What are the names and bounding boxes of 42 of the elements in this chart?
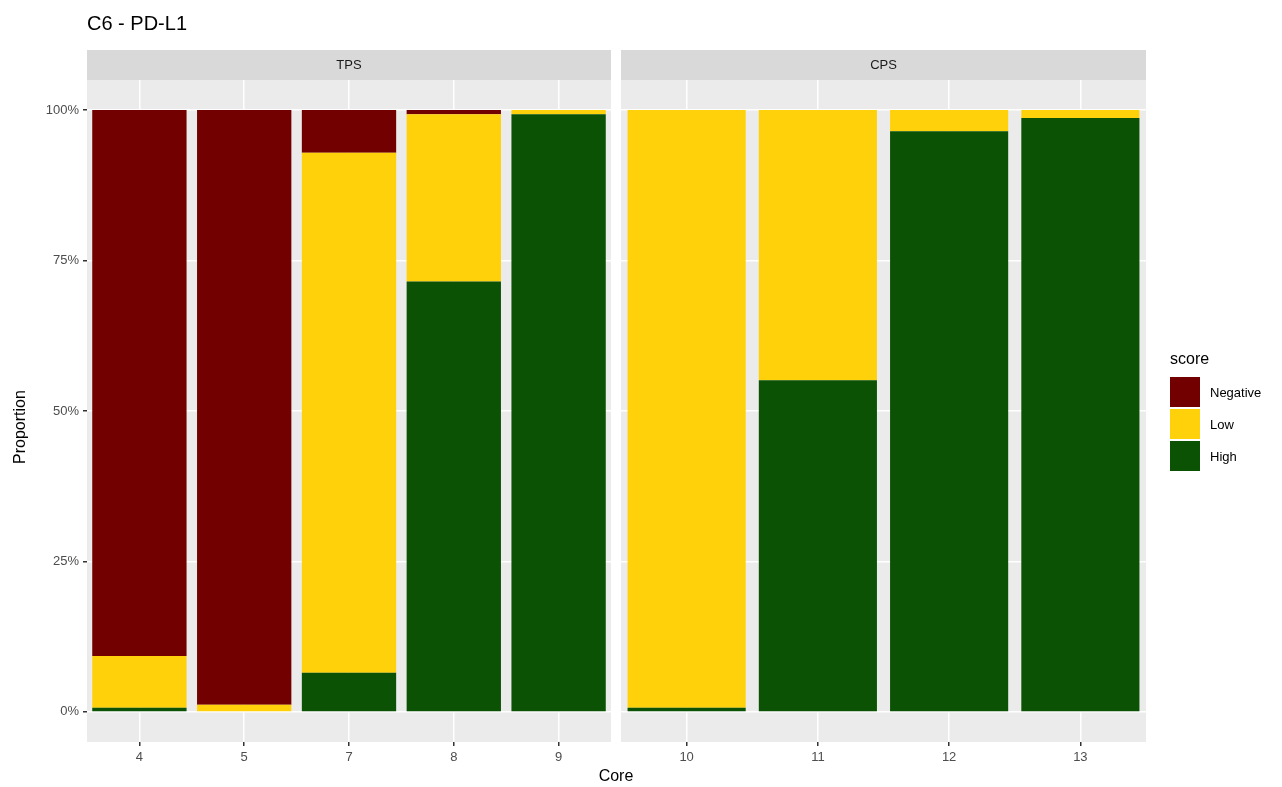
chart-title: C6 - PD-L1	[87, 12, 188, 35]
y-tick-label: 50%	[52, 402, 80, 418]
bar	[758, 110, 877, 381]
x-tick-label: 4	[135, 749, 144, 765]
x-axis-title: Core	[597, 767, 635, 785]
legend-label: Negative	[1210, 384, 1262, 400]
legend-label: High	[1210, 448, 1237, 464]
x-tick-label: 10	[679, 749, 694, 765]
bar	[92, 110, 187, 656]
bar	[890, 131, 1009, 712]
bar	[406, 281, 501, 712]
bar	[301, 110, 397, 153]
chart-subtitle: CPS	[621, 50, 1146, 80]
bar	[301, 152, 397, 673]
bar	[890, 110, 1009, 132]
y-tick-label: 25%	[52, 553, 80, 569]
legend-label: Low	[1210, 416, 1234, 432]
bar	[511, 114, 606, 712]
x-tick-label: 11	[811, 749, 825, 765]
y-axis-title: Proportion	[11, 390, 29, 464]
legend-title: score	[1170, 350, 1211, 368]
chart-subtitle: TPS	[87, 50, 611, 80]
y-tick-label: 100%	[45, 101, 80, 117]
bar	[1021, 110, 1140, 118]
y-tick-label: 0%	[60, 703, 80, 719]
x-tick-label: 8	[450, 749, 458, 765]
x-tick-label: 9	[554, 749, 563, 765]
x-tick-label: 5	[240, 749, 248, 765]
bar	[197, 704, 292, 712]
bar	[406, 110, 501, 115]
bar	[758, 380, 877, 712]
bar	[92, 655, 187, 708]
x-tick-label: 7	[345, 749, 353, 765]
bar	[627, 110, 746, 708]
x-tick-label: 13	[1073, 749, 1088, 765]
y-tick-label: 75%	[52, 252, 80, 268]
x-tick-label: 12	[941, 749, 957, 765]
bar	[511, 110, 606, 115]
bar	[197, 110, 292, 705]
bar	[301, 672, 397, 712]
bar	[1021, 117, 1140, 712]
bar	[406, 114, 501, 282]
